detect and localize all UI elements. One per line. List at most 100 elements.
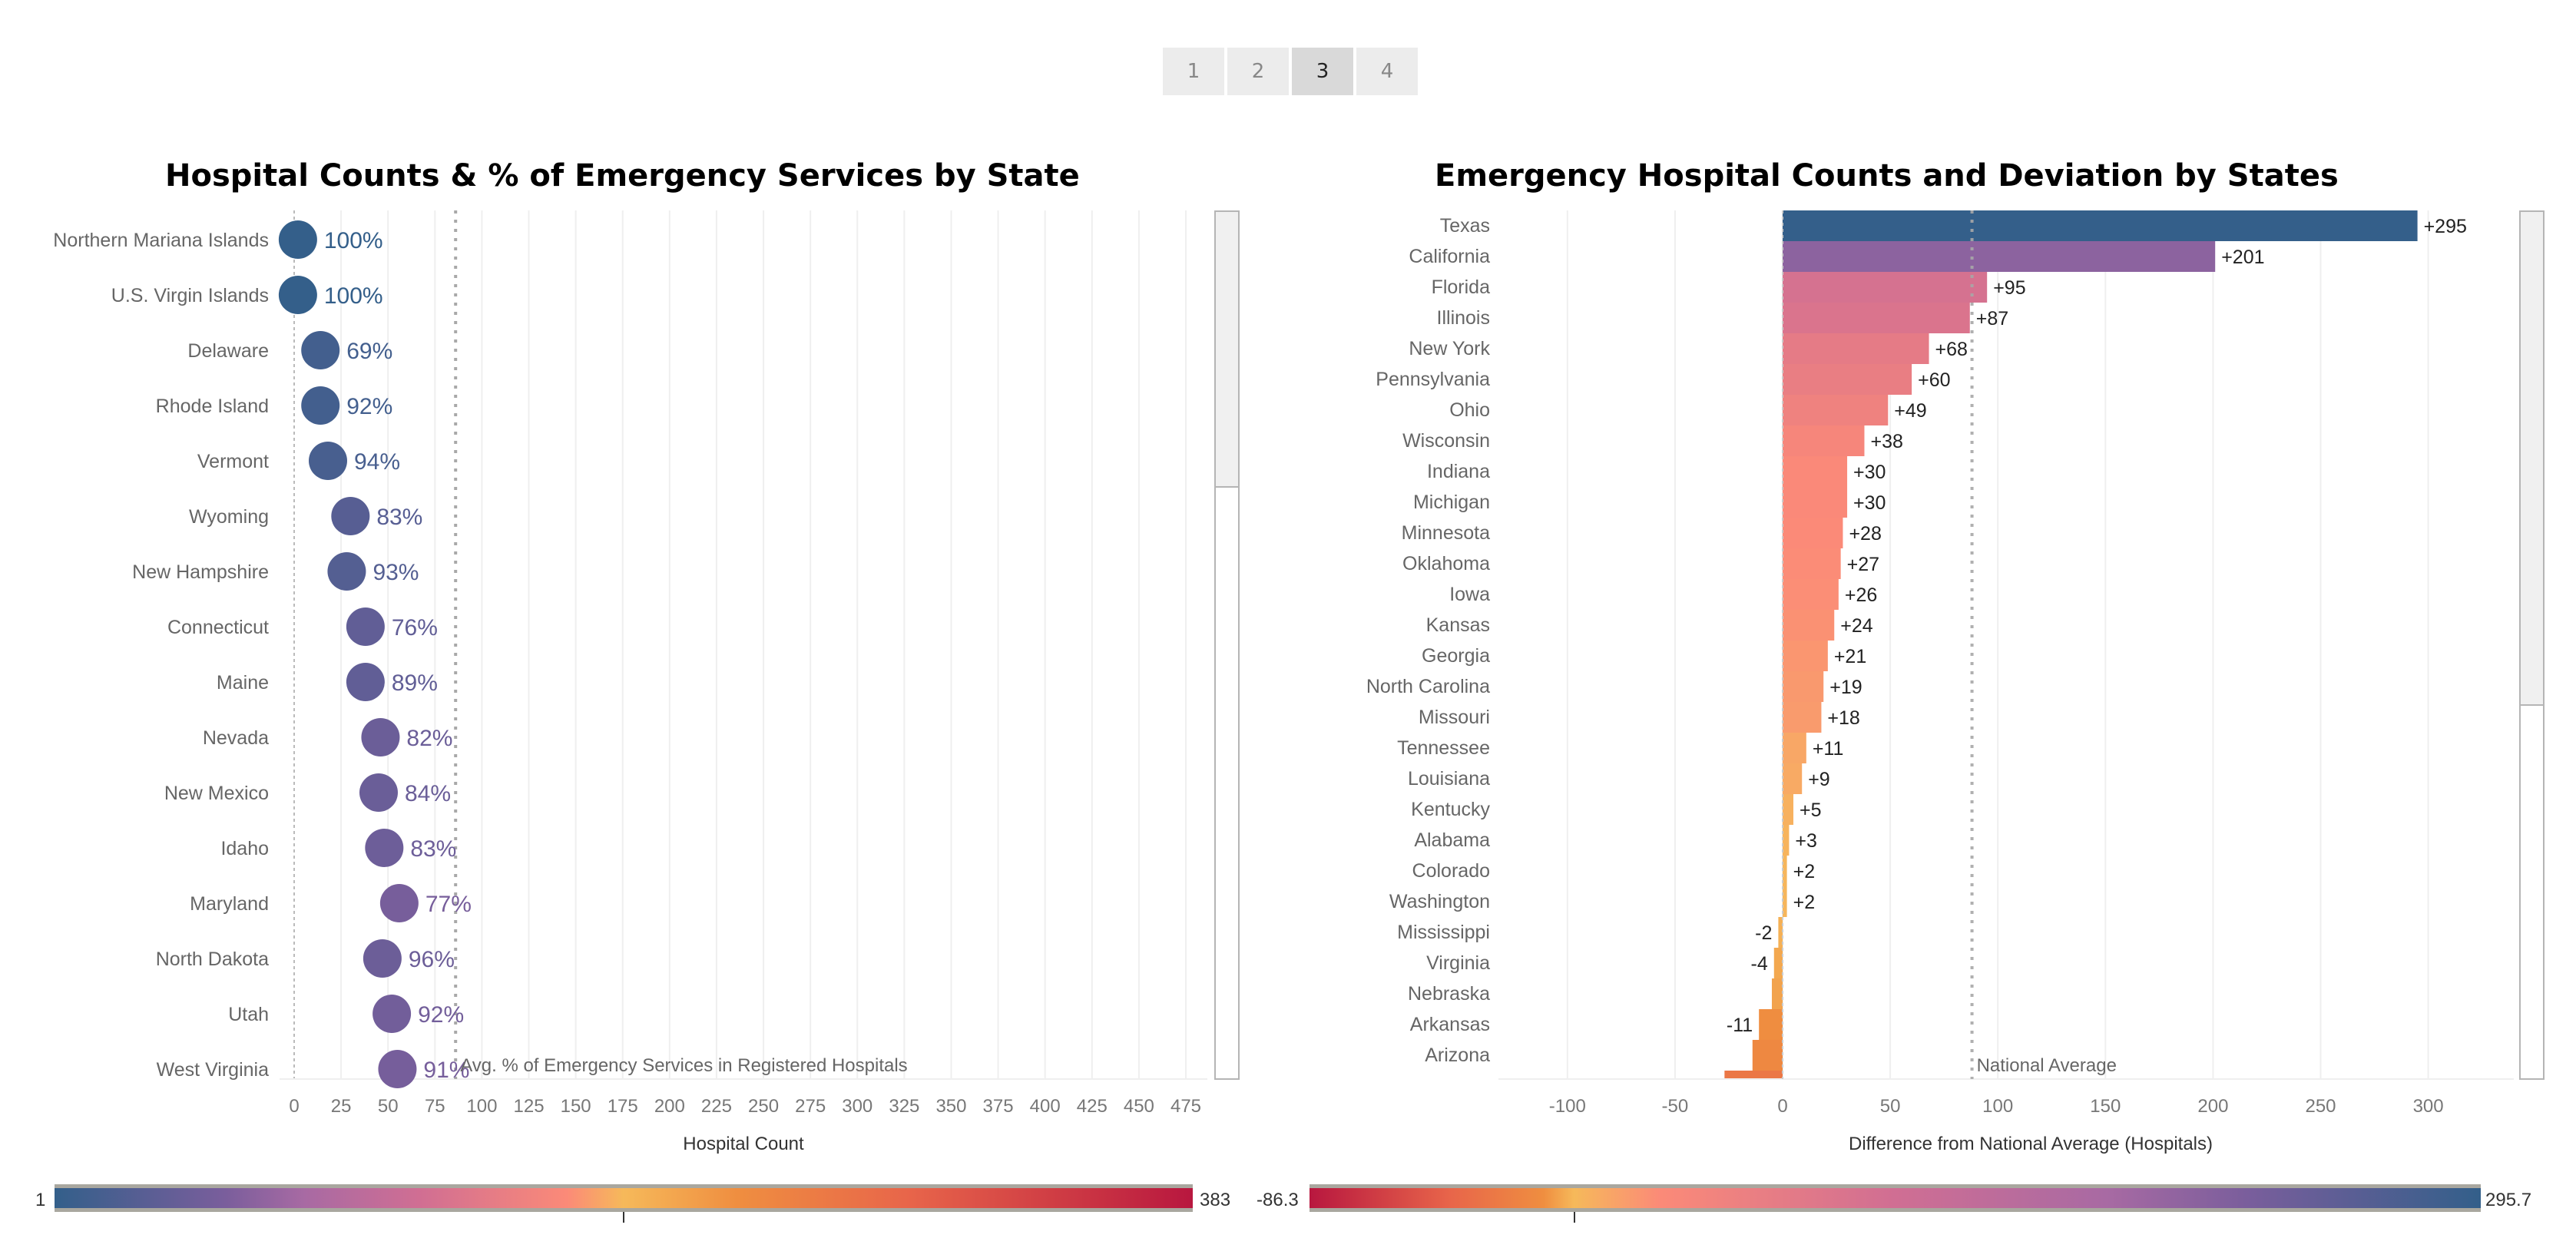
deviation-value-label: +27 xyxy=(1847,554,1879,575)
deviation-value-label: +19 xyxy=(1829,677,1862,698)
deviation-bar xyxy=(1783,548,1841,579)
deviation-bar xyxy=(1773,948,1783,978)
left-x-tick-label: 375 xyxy=(983,1096,1014,1117)
deviation-bar xyxy=(1783,886,1787,917)
hospital-count-dot xyxy=(278,276,317,314)
left-x-tick-label: 150 xyxy=(561,1096,591,1117)
state-label: U.S. Virgin Islands xyxy=(111,285,269,306)
hospital-count-dot xyxy=(372,995,412,1033)
state-label: New Hampshire xyxy=(132,561,269,583)
emergency-pct-label: 94% xyxy=(354,449,400,475)
left-chart-scrollbar[interactable] xyxy=(1214,210,1240,1080)
tab-3[interactable]: 3 xyxy=(1292,48,1353,95)
deviation-value-label: +60 xyxy=(1918,369,1950,391)
deviation-value-label: +295 xyxy=(2424,216,2467,237)
deviation-bar xyxy=(1783,610,1835,641)
deviation-value-label: +24 xyxy=(1840,615,1873,637)
left-x-tick-label: 225 xyxy=(701,1096,732,1117)
state-label: Virginia xyxy=(1426,952,1490,974)
left-x-tick-label: 400 xyxy=(1030,1096,1061,1117)
right-x-tick-label: 50 xyxy=(1880,1096,1901,1117)
state-label: Georgia xyxy=(1422,645,1490,667)
emergency-pct-label: 83% xyxy=(376,505,422,530)
emergency-pct-label: 82% xyxy=(406,726,452,751)
state-label: Nevada xyxy=(203,727,269,749)
deviation-value-label: +28 xyxy=(1849,523,1881,545)
state-label: California xyxy=(1409,246,1490,267)
deviation-bar xyxy=(1783,794,1794,825)
left-chart-title: Hospital Counts & % of Emergency Service… xyxy=(165,158,1080,194)
left-x-tick-label: 75 xyxy=(425,1096,445,1117)
right-chart-scrollbar[interactable] xyxy=(2519,210,2545,1080)
state-label: Maryland xyxy=(190,893,269,915)
emergency-pct-label: 100% xyxy=(324,228,383,253)
deviation-bar xyxy=(1759,1009,1783,1040)
avg-reference-label: Avg. % of Emergency Services in Register… xyxy=(460,1055,907,1076)
left-scrollbar-thumb[interactable] xyxy=(1216,212,1238,488)
right-legend-max: 295.7 xyxy=(2485,1190,2532,1210)
deviation-bar xyxy=(1783,333,1929,364)
state-label: Ohio xyxy=(1449,399,1490,421)
state-label: Pennsylvania xyxy=(1376,369,1490,390)
left-x-tick-label: 50 xyxy=(378,1096,399,1117)
left-x-tick-label: 175 xyxy=(608,1096,638,1117)
state-label: Nebraska xyxy=(1408,983,1490,1005)
emergency-pct-label: 92% xyxy=(418,1002,464,1028)
state-label: Kansas xyxy=(1426,614,1490,636)
deviation-value-label: +21 xyxy=(1834,646,1866,667)
deviation-value-label: +11 xyxy=(1813,738,1844,760)
state-label: Colorado xyxy=(1412,860,1490,882)
state-label: Washington xyxy=(1389,891,1490,912)
state-label: Iowa xyxy=(1449,584,1490,605)
left-x-tick-label: 450 xyxy=(1124,1096,1154,1117)
state-label: Florida xyxy=(1432,276,1491,298)
right-x-tick-label: -50 xyxy=(1662,1096,1689,1117)
state-label: Mississippi xyxy=(1397,922,1490,943)
left-x-tick-label: 275 xyxy=(795,1096,826,1117)
state-label: Alabama xyxy=(1414,829,1490,851)
hospital-count-dot xyxy=(327,552,366,591)
deviation-bar xyxy=(1783,579,1839,610)
deviation-bar xyxy=(1783,641,1828,671)
left-x-tick-label: 100 xyxy=(466,1096,497,1117)
state-label: Rhode Island xyxy=(156,396,269,417)
emergency-pct-label: 91% xyxy=(423,1058,469,1083)
left-legend-max: 383 xyxy=(1200,1190,1231,1210)
hospital-count-dot xyxy=(301,331,340,369)
deviation-bar xyxy=(1752,1040,1783,1071)
deviation-value-label: +5 xyxy=(1800,799,1822,821)
deviation-bar xyxy=(1783,856,1787,886)
deviation-bar xyxy=(1783,733,1806,763)
right-x-tick-label: 250 xyxy=(2305,1096,2336,1117)
deviation-value-label: +95 xyxy=(1993,277,2025,299)
deviation-bar xyxy=(1783,456,1848,487)
deviation-value-label: -4 xyxy=(1751,953,1768,975)
left-x-tick-label: 250 xyxy=(748,1096,779,1117)
right-scrollbar-thumb[interactable] xyxy=(2521,212,2543,706)
tab-1[interactable]: 1 xyxy=(1163,48,1224,95)
deviation-value-label: +49 xyxy=(1894,400,1926,422)
state-label: Michigan xyxy=(1413,492,1490,513)
right-x-tick-label: 150 xyxy=(2090,1096,2121,1117)
left-x-tick-label: 25 xyxy=(331,1096,352,1117)
hospital-count-dot xyxy=(361,718,400,756)
left-color-legend xyxy=(55,1184,1193,1212)
deviation-value-label: +9 xyxy=(1808,769,1830,790)
emergency-pct-label: 93% xyxy=(372,560,419,585)
emergency-pct-label: 84% xyxy=(405,781,451,806)
hospital-count-dot xyxy=(378,1050,417,1088)
right-x-tick-label: 300 xyxy=(2413,1096,2444,1117)
state-label: Wisconsin xyxy=(1402,430,1490,452)
tab-2[interactable]: 2 xyxy=(1227,48,1289,95)
hospital-count-dot xyxy=(308,442,347,480)
emergency-pct-label: 76% xyxy=(392,615,438,641)
deviation-value-label: +2 xyxy=(1793,861,1816,882)
left-legend-tick xyxy=(623,1212,624,1223)
deviation-value-label: +2 xyxy=(1793,892,1816,913)
hospital-count-dot xyxy=(346,607,385,646)
tab-4[interactable]: 4 xyxy=(1356,48,1418,95)
left-x-tick-label: 325 xyxy=(889,1096,919,1117)
deviation-bar xyxy=(1783,702,1822,733)
hospital-count-dot xyxy=(379,884,419,922)
